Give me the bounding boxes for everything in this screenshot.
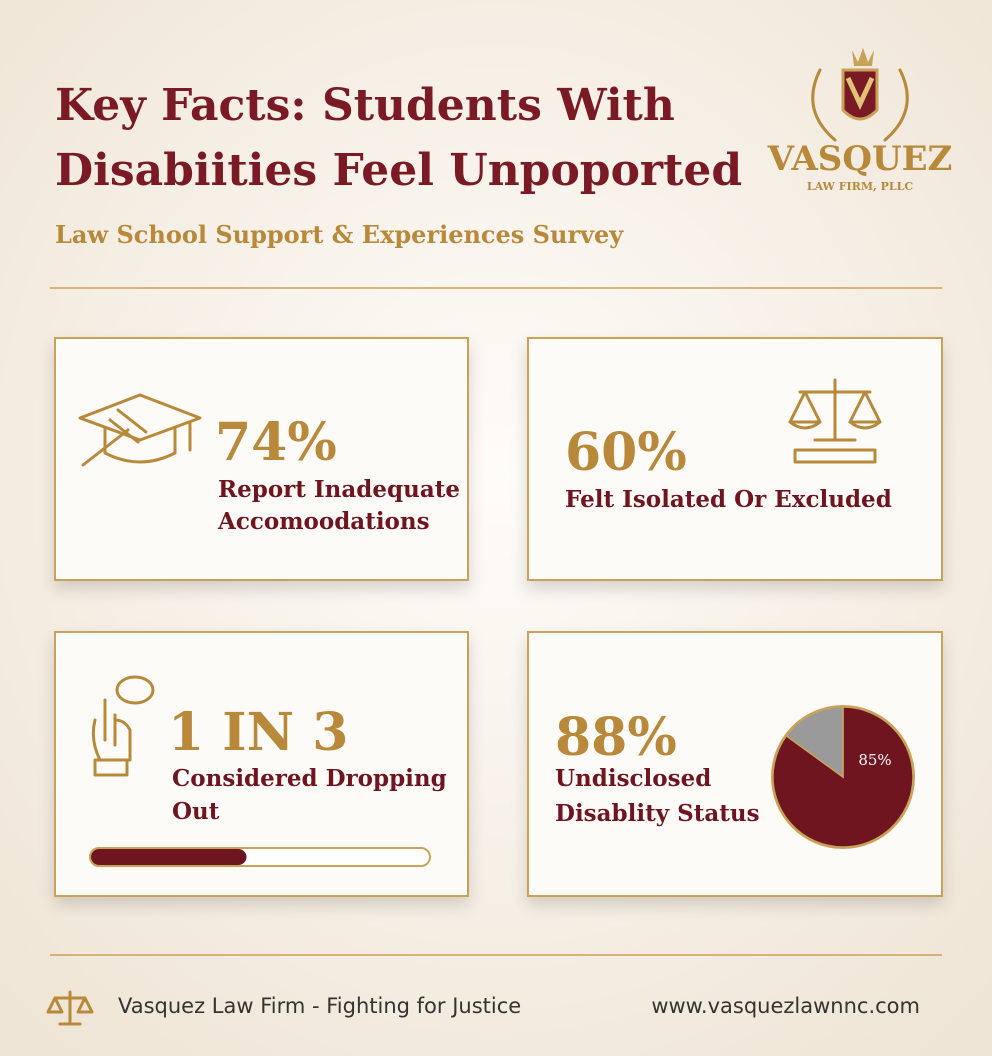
footer-left: Vasquez Law Firm - Fighting for Justice	[118, 994, 521, 1018]
logo: VASQUEZ LAW FIRM, PLLC	[767, 48, 953, 193]
hand-icon	[91, 675, 155, 777]
stat: 88%	[555, 707, 677, 768]
title-line: Key Facts: Students With	[55, 80, 675, 131]
stat-label: Report Inadequate	[218, 476, 460, 503]
stat: 74%	[215, 412, 337, 473]
stat-label: Felt Isolated Or Excluded	[565, 486, 892, 513]
pie-slice	[785, 706, 844, 779]
progress-fill	[91, 849, 247, 865]
stat-label: Disablity Status	[555, 800, 760, 827]
stat: 60%	[565, 422, 687, 483]
scales-icon	[788, 378, 882, 464]
subtitle: Law School Support & Experiences Survey	[55, 220, 624, 249]
stat-label: Undisclosed	[555, 765, 711, 792]
card	[527, 337, 943, 581]
graduation-gavel-icon	[78, 393, 202, 467]
title-line: Disabiities Feel Unpoported	[55, 145, 742, 196]
footer-scales-icon	[46, 990, 94, 1026]
logo-tagline: LAW FIRM, PLLC	[807, 180, 914, 193]
stat-label: Considered Dropping	[172, 765, 447, 792]
stat-label: Accomoodations	[217, 508, 430, 535]
pie-label: 85%	[858, 751, 891, 769]
logo-name: VASQUEZ	[767, 139, 953, 179]
footer-right: www.vasquezlawnnc.com	[651, 994, 920, 1018]
stat-label: Out	[172, 798, 220, 825]
stat: 1 IN 3	[168, 702, 348, 763]
